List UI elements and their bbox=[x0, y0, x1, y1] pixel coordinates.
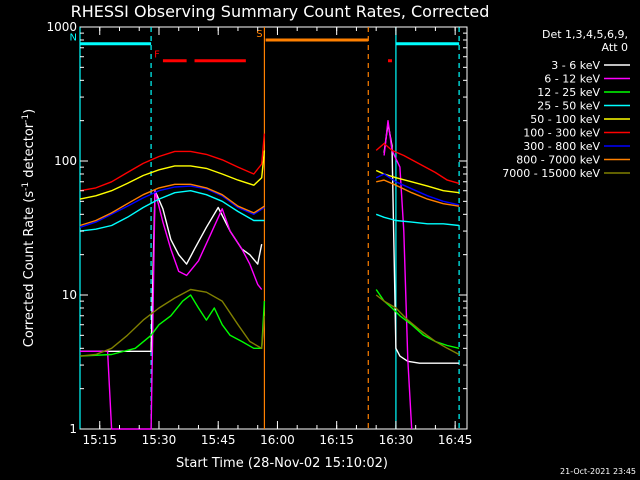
y-tick-label: 10 bbox=[62, 288, 77, 302]
y-tick-label: 100 bbox=[54, 154, 77, 168]
legend-label: 7000 - 15000 keV bbox=[502, 167, 600, 180]
y-label-part: detector bbox=[22, 122, 37, 182]
flag-label: N bbox=[70, 33, 77, 44]
series-line bbox=[375, 294, 460, 356]
y-label-superscript: -1 bbox=[21, 182, 31, 191]
x-axis: 15:15 15:30 15:45 16:00 16:15 16:30 16:45 bbox=[82, 27, 472, 447]
legend-header: Det 1,3,4,5,6,9, bbox=[542, 28, 628, 41]
series-line bbox=[80, 189, 263, 352]
y-label-part: Corrected Count Rate (s bbox=[22, 191, 37, 348]
legend-label: 12 - 25 keV bbox=[537, 86, 600, 99]
series-line bbox=[79, 288, 266, 357]
series-line bbox=[79, 133, 266, 192]
y-axis-label: Corrected Count Rate (s-1 detector-1) bbox=[21, 109, 37, 347]
x-tick-label: 15:30 bbox=[142, 433, 177, 447]
flag-label: S bbox=[256, 29, 262, 40]
footer-timestamp: 21-Oct-2021 23:45 bbox=[560, 467, 636, 476]
plot-area: N F S 1 10 100 1000 15:15 15:30 15:45 16:00 16:15… bbox=[46, 20, 472, 447]
series-line bbox=[383, 119, 413, 430]
x-tick-label: 16:00 bbox=[260, 433, 295, 447]
legend-label: 25 - 50 keV bbox=[537, 100, 600, 113]
y-tick-label: 1000 bbox=[46, 20, 77, 34]
series-line bbox=[79, 150, 266, 200]
legend-label: 50 - 100 keV bbox=[530, 113, 600, 126]
flag-label: F bbox=[154, 50, 160, 61]
series-line bbox=[375, 173, 460, 206]
legend-label: 100 - 300 keV bbox=[523, 127, 600, 140]
x-tick-label: 16:30 bbox=[379, 433, 414, 447]
legend-label: 6 - 12 keV bbox=[544, 73, 600, 86]
x-tick-label: 15:15 bbox=[82, 433, 117, 447]
legend-label: 3 - 6 keV bbox=[551, 59, 600, 72]
series-line bbox=[80, 189, 263, 430]
series-line bbox=[375, 142, 460, 185]
series-line bbox=[375, 289, 460, 349]
series-layer bbox=[79, 119, 460, 430]
series-line bbox=[79, 185, 265, 228]
x-tick-label: 16:15 bbox=[319, 433, 354, 447]
x-tick-label: 16:45 bbox=[438, 433, 473, 447]
series-line bbox=[79, 189, 265, 232]
legend-label: 800 - 7000 keV bbox=[516, 154, 600, 167]
y-label-superscript: -1 bbox=[21, 114, 31, 123]
x-axis-label: Start Time (28-Nov-02 15:10:02) bbox=[176, 456, 388, 471]
series-line bbox=[375, 213, 460, 227]
flag-bars: N F S bbox=[70, 29, 460, 63]
y-tick-label: 1 bbox=[69, 422, 77, 436]
legend-label: 300 - 800 keV bbox=[523, 140, 600, 153]
legend-header: Att 0 bbox=[602, 41, 628, 54]
y-axis: 1 10 100 1000 bbox=[46, 20, 467, 436]
vertical-markers bbox=[79, 27, 460, 429]
series-line bbox=[79, 294, 266, 357]
x-tick-label: 15:45 bbox=[201, 433, 236, 447]
chart-title: RHESSI Observing Summary Count Rates, Co… bbox=[71, 2, 490, 21]
y-label-part: ) bbox=[22, 109, 37, 114]
series-line bbox=[79, 183, 265, 227]
series-line bbox=[376, 179, 460, 207]
